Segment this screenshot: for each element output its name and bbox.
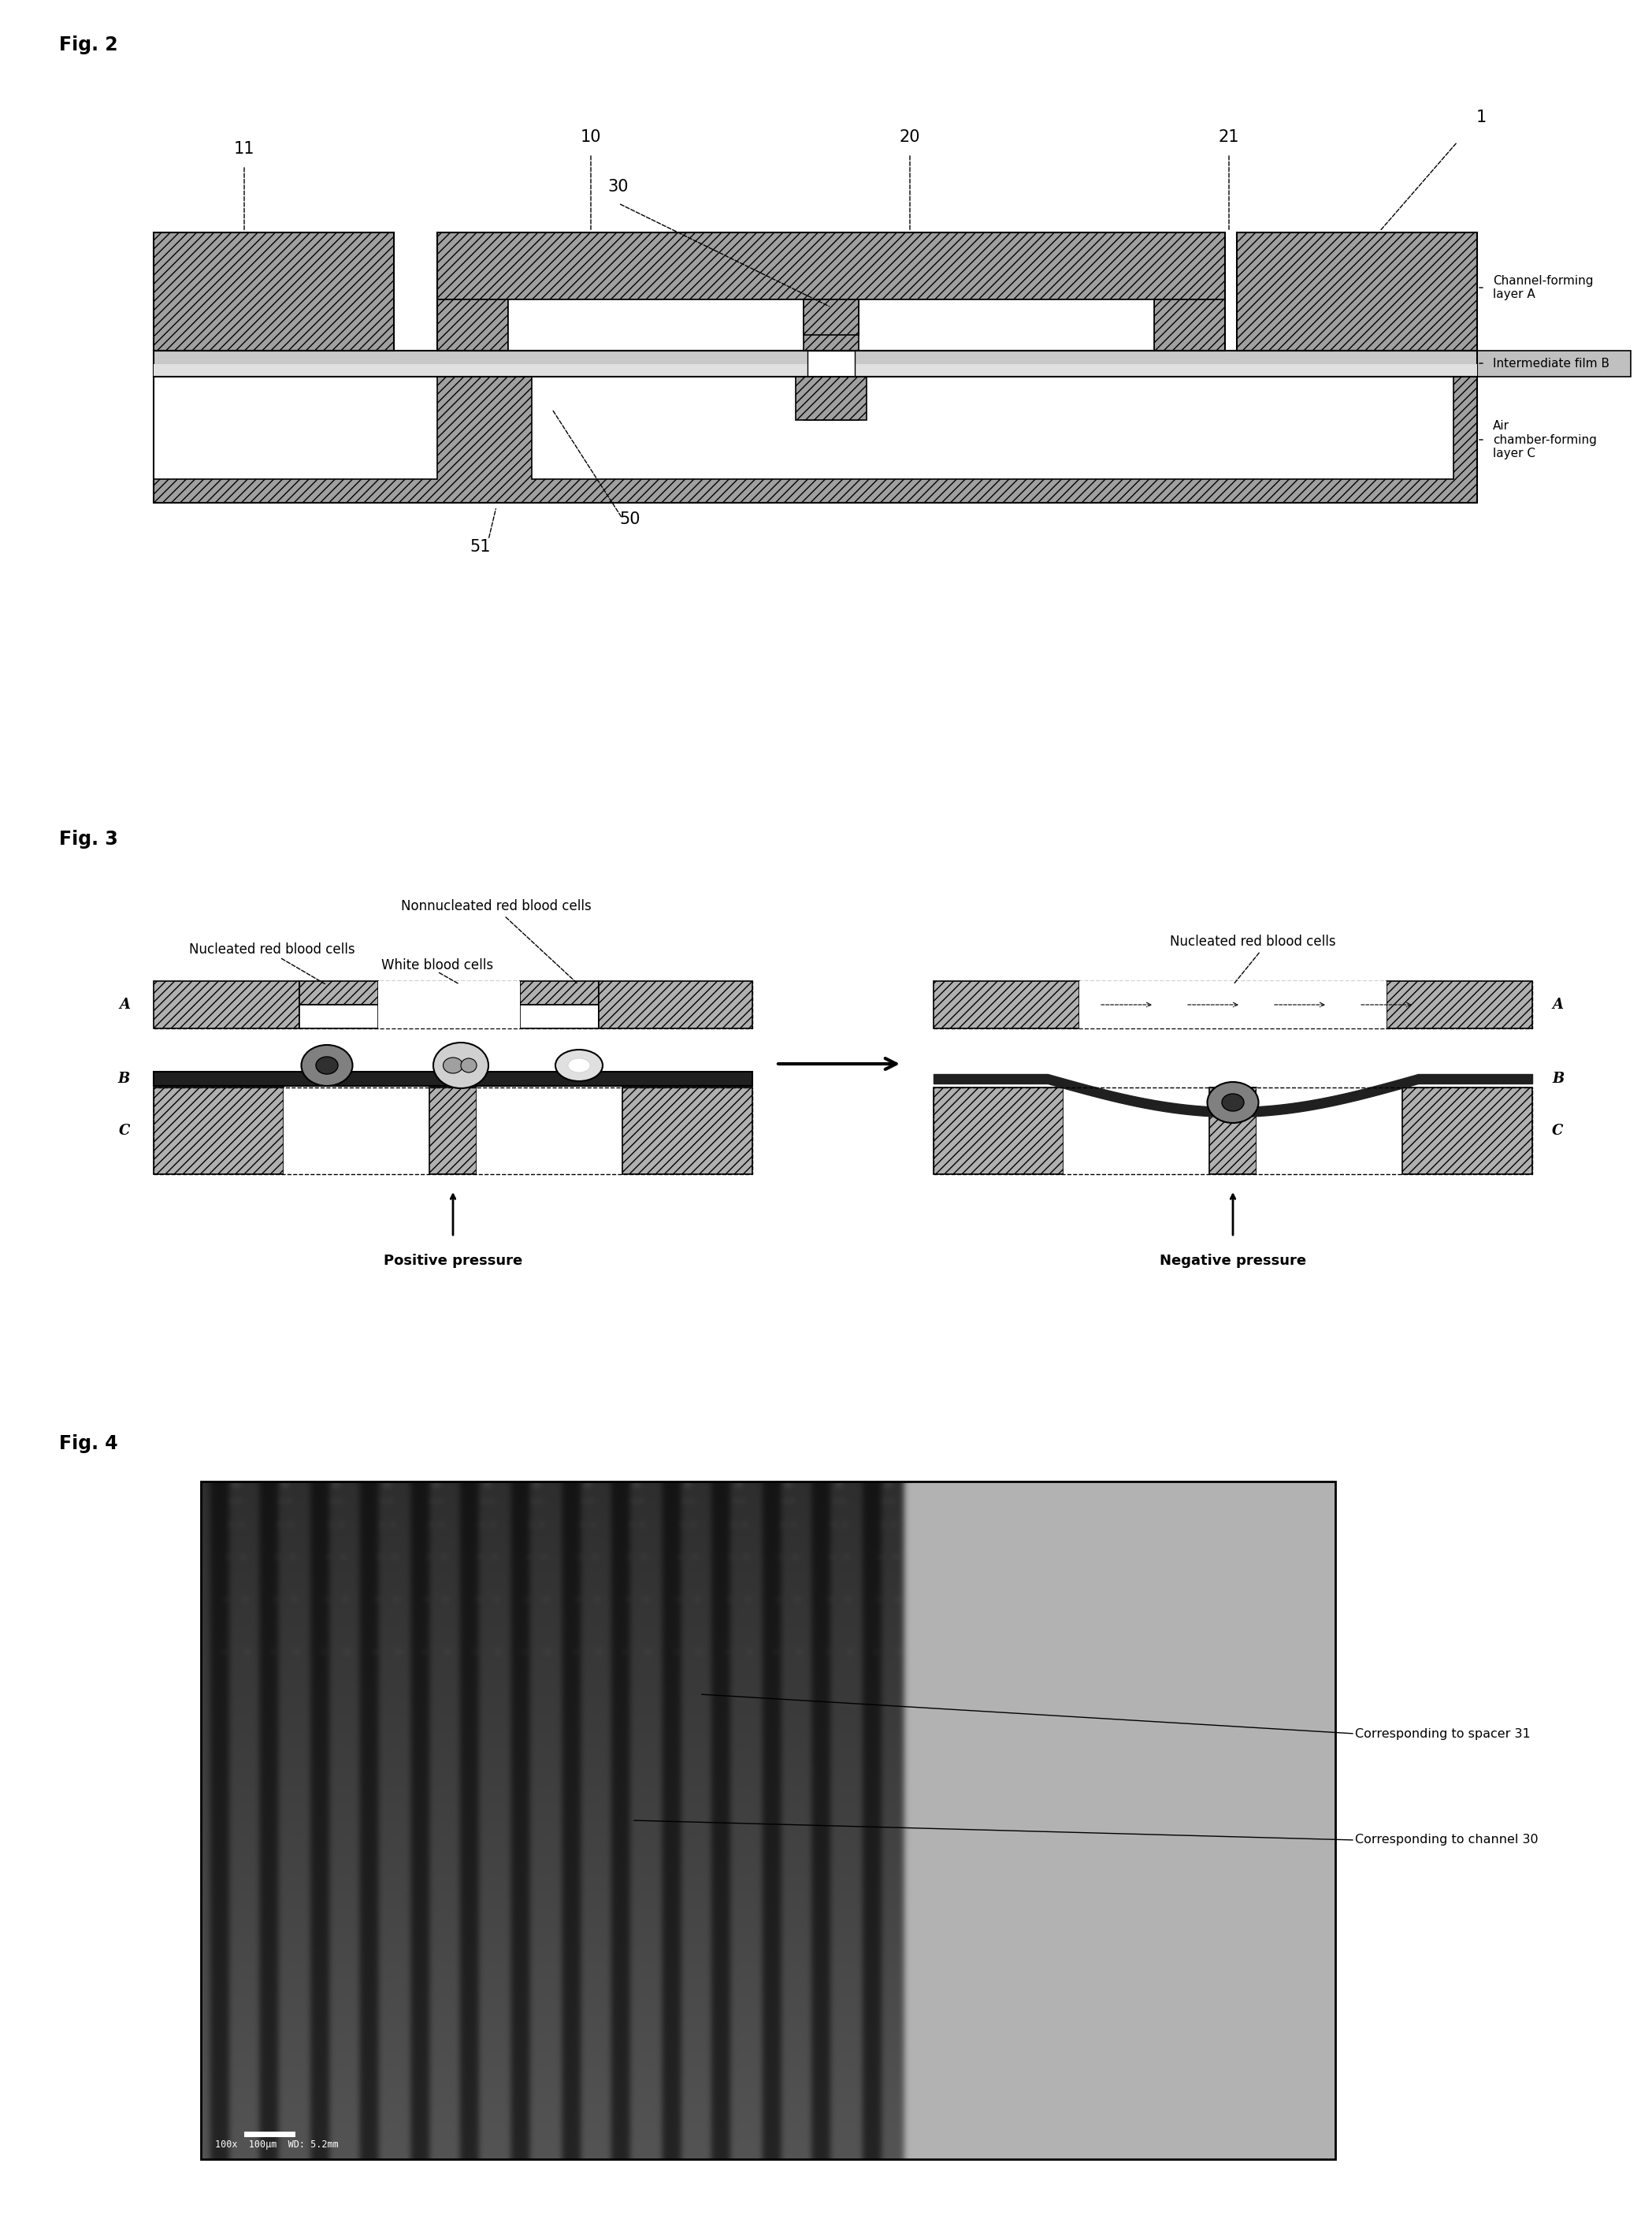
Text: 1: 1 [1475, 110, 1487, 125]
Ellipse shape [316, 1056, 339, 1074]
Bar [1209, 1088, 1257, 1175]
Text: Fig. 3: Fig. 3 [59, 830, 117, 848]
Text: 30: 30 [608, 179, 629, 195]
Text: Intermediate film B: Intermediate film B [1493, 358, 1609, 369]
Text: Corresponding to spacer 31: Corresponding to spacer 31 [1355, 1728, 1530, 1739]
Bar [378, 980, 520, 1029]
Bar [933, 1088, 1533, 1175]
Text: 20: 20 [899, 130, 920, 145]
Text: 50: 50 [620, 513, 641, 528]
Bar [430, 1088, 477, 1175]
Bar [154, 376, 1477, 504]
Bar [803, 300, 859, 351]
Bar [154, 351, 1477, 376]
Bar [284, 1088, 430, 1175]
Bar [532, 376, 1454, 479]
Text: A: A [119, 998, 131, 1012]
Text: Nucleated red blood cells: Nucleated red blood cells [188, 942, 355, 956]
Text: Air
chamber-forming
layer C: Air chamber-forming layer C [1493, 421, 1597, 459]
Bar [933, 980, 1533, 1029]
Bar [520, 980, 598, 1005]
Text: White blood cells: White blood cells [382, 958, 494, 974]
Text: 11: 11 [235, 141, 254, 157]
Ellipse shape [568, 1059, 590, 1072]
Text: B: B [117, 1072, 131, 1085]
Bar [154, 980, 299, 1029]
Bar [154, 1088, 752, 1175]
Bar [520, 1005, 598, 1029]
Bar [933, 980, 1079, 1029]
Text: Negative pressure: Negative pressure [1160, 1253, 1307, 1269]
Bar [1386, 980, 1533, 1029]
Bar [438, 233, 1226, 351]
Bar [244, 2131, 296, 2137]
Text: Positive pressure: Positive pressure [383, 1253, 522, 1269]
Ellipse shape [461, 1059, 477, 1072]
Bar [154, 351, 1631, 376]
Text: C: C [119, 1123, 131, 1137]
Text: C: C [1551, 1123, 1563, 1137]
Text: 10: 10 [580, 130, 601, 145]
Bar [154, 1072, 752, 1085]
Bar [1237, 233, 1477, 351]
Bar [202, 1482, 1335, 2160]
Bar [154, 1088, 284, 1175]
Ellipse shape [433, 1043, 489, 1088]
Text: Fig. 4: Fig. 4 [59, 1435, 117, 1452]
Bar [1257, 1088, 1403, 1175]
Bar [803, 300, 859, 336]
Ellipse shape [443, 1059, 463, 1074]
Bar [1079, 980, 1386, 1029]
Bar [1403, 1088, 1533, 1175]
Bar [299, 980, 378, 1005]
Text: Nonnucleated red blood cells: Nonnucleated red blood cells [401, 900, 591, 913]
Bar [477, 1088, 623, 1175]
Bar [1155, 300, 1226, 351]
Text: 21: 21 [1219, 130, 1239, 145]
Bar [623, 1088, 752, 1175]
Bar [598, 980, 752, 1029]
Ellipse shape [1222, 1094, 1244, 1110]
Bar [299, 1005, 378, 1029]
Bar [803, 376, 859, 421]
Text: Channel-forming
layer A: Channel-forming layer A [1493, 275, 1593, 300]
Bar [808, 351, 854, 376]
Bar [438, 300, 509, 351]
Bar [154, 376, 1477, 504]
Text: B: B [1551, 1072, 1564, 1085]
Bar [154, 233, 393, 351]
Text: Fig. 2: Fig. 2 [59, 36, 117, 54]
Bar [509, 300, 1155, 351]
Text: Corresponding to channel 30: Corresponding to channel 30 [1355, 1835, 1538, 1846]
Ellipse shape [1208, 1081, 1259, 1123]
Bar [933, 1088, 1064, 1175]
Bar [154, 365, 1477, 376]
Text: Nucleated red blood cells: Nucleated red blood cells [1170, 935, 1335, 949]
Bar [154, 376, 438, 479]
Bar [1064, 1088, 1209, 1175]
Ellipse shape [555, 1050, 603, 1081]
Bar [154, 233, 393, 351]
Text: 51: 51 [471, 539, 491, 555]
Ellipse shape [301, 1045, 352, 1085]
Bar [154, 980, 752, 1029]
Bar [1237, 233, 1477, 351]
Bar [438, 233, 1226, 300]
Text: A: A [1551, 998, 1563, 1012]
Bar [796, 376, 867, 421]
Text: 100x  100μm  WD: 5.2mm: 100x 100μm WD: 5.2mm [215, 2140, 339, 2151]
